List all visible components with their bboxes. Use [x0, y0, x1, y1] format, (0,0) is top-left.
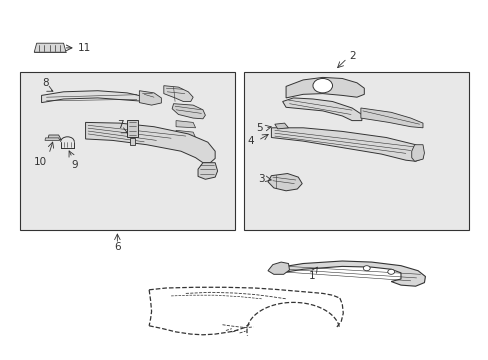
- Polygon shape: [271, 128, 422, 161]
- Text: 2: 2: [348, 51, 355, 61]
- Text: 11: 11: [78, 43, 91, 53]
- Circle shape: [387, 269, 394, 274]
- Text: 7: 7: [117, 120, 124, 130]
- Circle shape: [312, 78, 332, 93]
- Polygon shape: [41, 91, 146, 103]
- Text: 6: 6: [114, 242, 121, 252]
- Text: 1: 1: [308, 271, 315, 281]
- Bar: [20, 72, 234, 230]
- Polygon shape: [360, 108, 422, 128]
- Polygon shape: [85, 122, 215, 163]
- Polygon shape: [273, 261, 425, 286]
- Text: 10: 10: [34, 157, 46, 167]
- Polygon shape: [267, 262, 289, 274]
- Polygon shape: [282, 98, 361, 121]
- Bar: [244, 72, 468, 230]
- Circle shape: [363, 266, 369, 271]
- Bar: [129, 138, 135, 145]
- Polygon shape: [274, 123, 288, 129]
- Polygon shape: [45, 138, 60, 140]
- Polygon shape: [176, 121, 195, 128]
- Bar: [127, 120, 138, 137]
- Text: 5: 5: [256, 123, 263, 133]
- Polygon shape: [48, 135, 61, 140]
- Polygon shape: [176, 130, 195, 138]
- Polygon shape: [267, 174, 302, 191]
- Text: 9: 9: [71, 160, 78, 170]
- Polygon shape: [198, 163, 217, 179]
- Text: 8: 8: [42, 78, 49, 88]
- Polygon shape: [411, 145, 424, 161]
- Polygon shape: [285, 77, 364, 98]
- Polygon shape: [139, 91, 161, 105]
- Polygon shape: [34, 43, 66, 52]
- Polygon shape: [172, 104, 205, 119]
- Text: 4: 4: [247, 136, 254, 146]
- Polygon shape: [163, 86, 193, 102]
- Text: 3: 3: [258, 174, 264, 184]
